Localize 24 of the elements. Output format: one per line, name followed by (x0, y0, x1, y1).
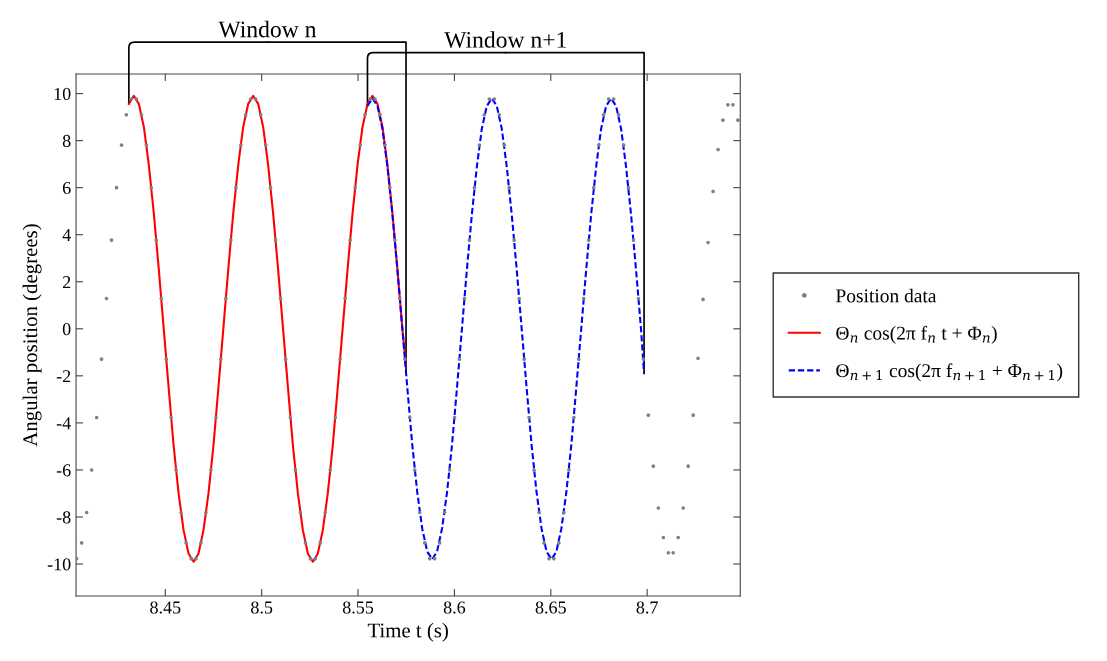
y-tick-label: 4 (62, 229, 71, 241)
y-tick-label: 2 (62, 276, 71, 289)
x-axis-title: Time t (s) (367, 622, 448, 642)
y-axis-title: Angular position (degrees) (22, 224, 42, 447)
legend-label: Position data (836, 288, 937, 303)
y-tick-label: -2 (56, 370, 71, 383)
y-tick-label: -10 (47, 558, 71, 571)
y-tick-label: 6 (62, 181, 71, 195)
legend-label: Θ$_{n+1}$ cos(2π f$_{n+1}$ + Φ$_{n+1}$) (836, 363, 1063, 382)
x-tick-label: 8.45 (150, 601, 181, 614)
x-tick-label: 8.65 (535, 601, 566, 614)
annotation: Window n (218, 20, 317, 38)
y-tick-label: 10 (54, 87, 71, 100)
x-tick-label: 8.6 (443, 601, 466, 614)
y-tick-label: -8 (56, 511, 71, 524)
x-tick-label: 8.7 (636, 601, 658, 614)
y-tick-label: 8 (62, 134, 71, 148)
y-tick-label: 0 (62, 323, 71, 336)
x-tick-label: 8.55 (342, 601, 374, 614)
x-tick-label: 8.5 (251, 601, 273, 614)
legend-label: Θ$_{n}$ cos(2π f$_{n}$ t + Φ$_{n}$) (836, 325, 997, 344)
y-tick-label: -6 (56, 464, 71, 477)
y-tick-label: -4 (56, 417, 71, 430)
annotation: Window n+1 (444, 31, 566, 48)
